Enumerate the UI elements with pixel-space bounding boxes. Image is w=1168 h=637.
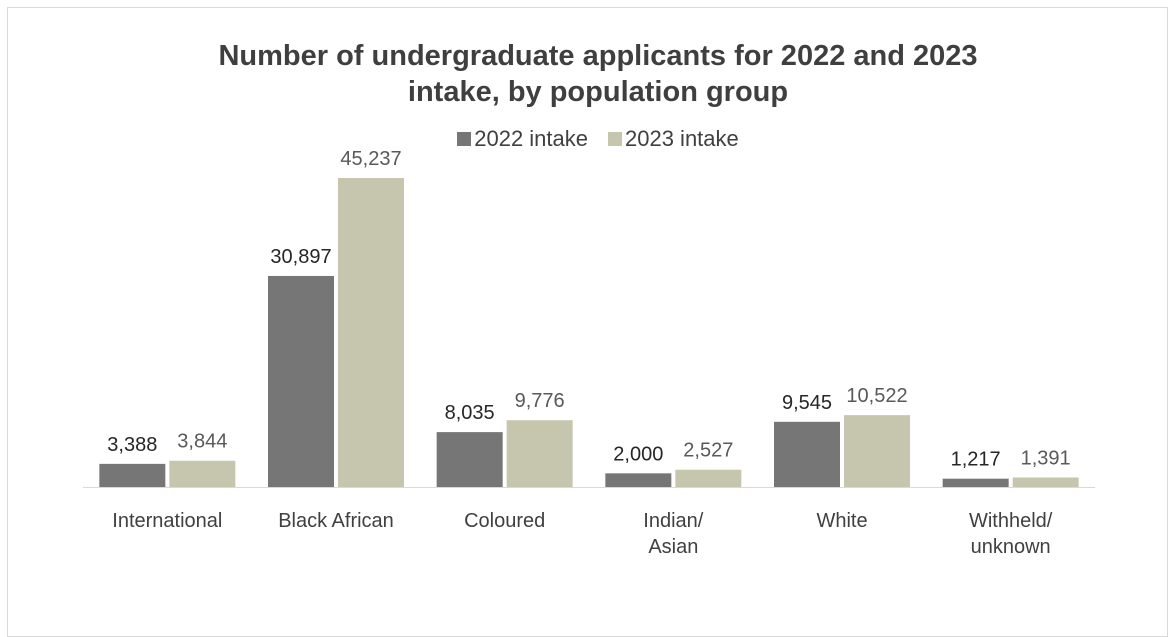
category-label: Asian bbox=[648, 536, 698, 558]
chart-frame bbox=[7, 7, 1168, 637]
category-label: Withheld/ bbox=[969, 510, 1053, 532]
bar-2022 bbox=[268, 275, 334, 487]
data-label-2023: 45,237 bbox=[340, 148, 401, 170]
bar-2023 bbox=[675, 469, 742, 487]
legend-item-2023: 2023 intake bbox=[608, 126, 739, 152]
chart-title: Number of undergraduate applicants for 2… bbox=[0, 38, 1168, 110]
legend: 2022 intake 2023 intake bbox=[0, 126, 1168, 152]
category-label: Coloured bbox=[464, 510, 545, 532]
bar-2023 bbox=[338, 178, 404, 487]
bar-2022 bbox=[99, 463, 166, 487]
category-group: 30,897 45,237 Black African bbox=[268, 148, 404, 532]
bar-2023 bbox=[169, 460, 236, 487]
bar-2022 bbox=[436, 432, 503, 487]
data-label-2023: 9,776 bbox=[515, 390, 565, 412]
bar-2022 bbox=[605, 473, 672, 487]
data-label-2023: 10,522 bbox=[846, 385, 907, 407]
data-label-2022: 8,035 bbox=[445, 402, 495, 424]
bar-2022 bbox=[774, 421, 840, 487]
category-group: 1,217 1,391 Withheld/unknown bbox=[942, 447, 1079, 558]
category-group: 8,035 9,776 Coloured bbox=[436, 390, 573, 532]
data-label-2023: 1,391 bbox=[1021, 447, 1071, 469]
chart-title-line-1: Number of undergraduate applicants for 2… bbox=[218, 40, 978, 72]
data-label-2022: 3,388 bbox=[107, 434, 157, 456]
legend-item-2022: 2022 intake bbox=[457, 126, 588, 152]
category-label: White bbox=[816, 510, 867, 532]
bar-2023 bbox=[844, 415, 910, 487]
data-label-2022: 1,217 bbox=[951, 449, 1001, 471]
data-label-2022: 9,545 bbox=[782, 392, 832, 414]
legend-swatch-2022 bbox=[457, 132, 472, 146]
category-group: 2,000 2,527 Indian/Asian bbox=[605, 440, 742, 558]
bar-2023 bbox=[506, 420, 573, 487]
data-label-2023: 3,844 bbox=[177, 431, 227, 453]
legend-swatch-2023 bbox=[608, 132, 622, 146]
chart-title-line-2: intake, by population group bbox=[407, 76, 789, 108]
legend-label-2022: 2022 intake bbox=[474, 126, 588, 151]
data-label-2022: 30,897 bbox=[270, 246, 331, 268]
category-group: 3,388 3,844 International bbox=[99, 431, 236, 532]
category-label: unknown bbox=[971, 536, 1051, 558]
bar-2023 bbox=[1012, 477, 1079, 487]
category-label: Black African bbox=[278, 510, 394, 532]
data-label-2022: 2,000 bbox=[613, 443, 663, 465]
category-group: 9,545 10,522 White bbox=[774, 385, 910, 532]
category-label: Indian/ bbox=[643, 510, 703, 532]
bar-2022 bbox=[942, 478, 1009, 487]
category-label: International bbox=[112, 510, 222, 532]
data-label-2023: 2,527 bbox=[683, 440, 733, 462]
legend-label-2023: 2023 intake bbox=[625, 126, 739, 151]
